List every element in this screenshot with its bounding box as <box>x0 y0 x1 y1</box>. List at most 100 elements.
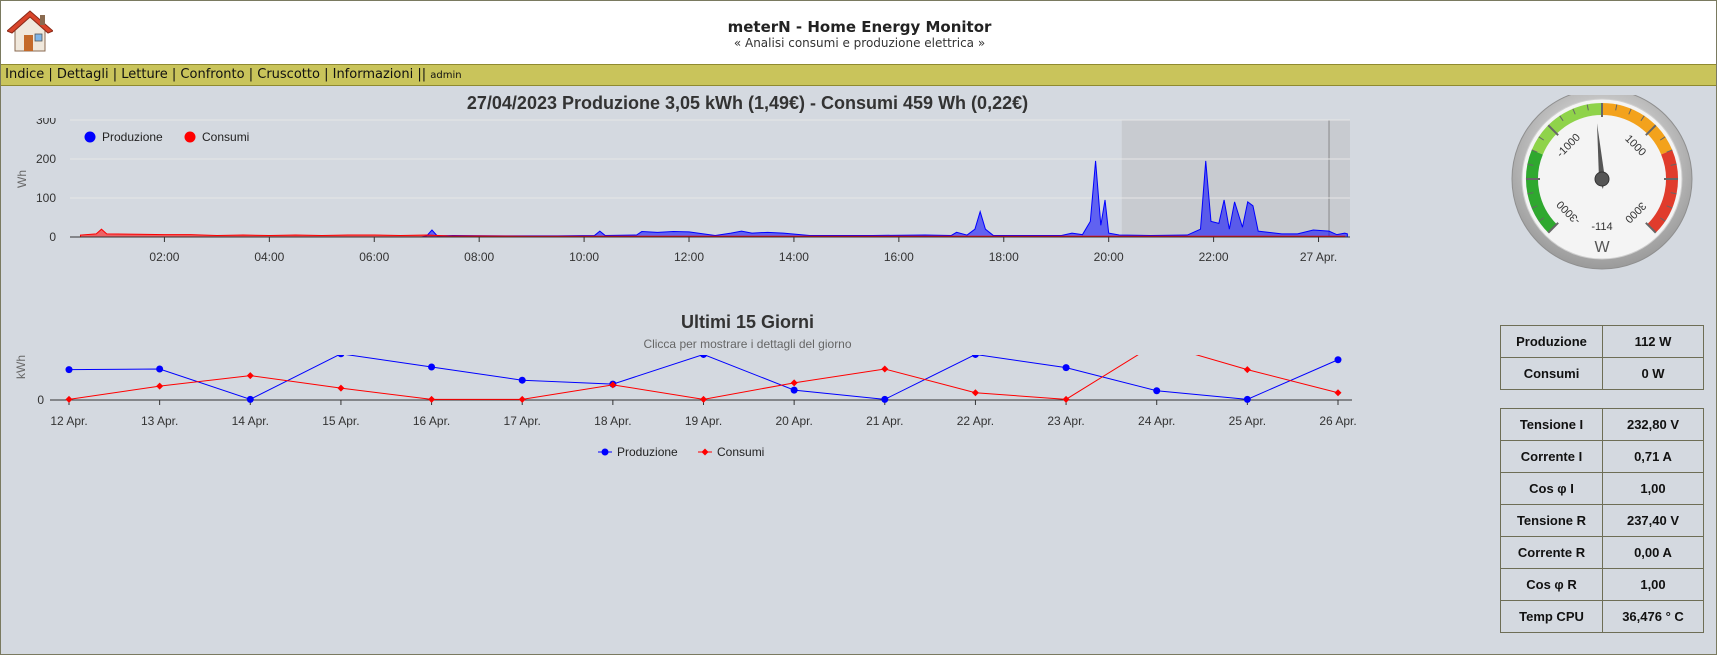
x-tick-label: 14 Apr. <box>232 414 269 428</box>
y-tick-label: 300 <box>36 118 56 127</box>
table-row: Cos φ R 1,00 <box>1500 568 1704 601</box>
data-point-consumi <box>65 395 73 403</box>
x-tick-label: 19 Apr. <box>685 414 722 428</box>
data-point-consumi <box>428 395 436 403</box>
table-row: Tensione I 232,80 V <box>1500 408 1704 441</box>
row-value: 1,00 <box>1602 568 1704 601</box>
data-point-consumi <box>700 395 707 403</box>
x-tick-label: 26 Apr. <box>1319 414 1356 428</box>
y-tick-label: 0 <box>49 230 56 244</box>
menu-confronto[interactable]: Confronto <box>180 67 245 82</box>
data-point-consumi <box>881 365 889 373</box>
table-row: Corrente R 0,00 A <box>1500 536 1704 569</box>
menu-admin[interactable]: admin <box>430 70 462 81</box>
x-tick-label: 21 Apr. <box>866 414 903 428</box>
data-point-produzione <box>1062 364 1070 372</box>
gauge-tick <box>1666 149 1673 153</box>
data-point-consumi <box>790 379 798 387</box>
gauge-band <box>1531 103 1603 155</box>
home-icon[interactable] <box>7 9 53 53</box>
row-label: Tensione I <box>1500 408 1603 441</box>
x-tick-label: 18 Apr. <box>594 414 631 428</box>
gauge-value-label: -114 <box>1591 221 1612 233</box>
table-row: Corrente I 0,71 A <box>1500 440 1704 473</box>
gauge-unit-label: W <box>1594 239 1610 256</box>
y-axis-label: kWh <box>14 355 28 379</box>
row-value: 0,00 A <box>1602 536 1704 569</box>
data-point-produzione <box>337 355 345 358</box>
gauge-tick <box>1666 205 1673 209</box>
row-value: 0 W <box>1602 357 1704 390</box>
data-point-produzione <box>518 376 526 384</box>
data-point-produzione <box>881 395 889 403</box>
x-tick-label: 04:00 <box>254 250 284 264</box>
legend-label-produzione: Produzione <box>617 445 678 459</box>
gauge-band <box>1526 149 1557 233</box>
x-tick-label: 13 Apr. <box>141 414 178 428</box>
gauge-tick <box>1531 149 1538 153</box>
menu-informazioni[interactable]: Informazioni <box>332 67 414 82</box>
row-label: Corrente I <box>1500 440 1603 473</box>
menu-cruscotto[interactable]: Cruscotto <box>257 67 320 82</box>
x-tick-label: 25 Apr. <box>1229 414 1266 428</box>
menu-dettagli[interactable]: Dettagli <box>56 67 109 82</box>
row-value: 36,476 ° C <box>1602 600 1704 633</box>
gauge-tick <box>1547 222 1559 234</box>
data-point-consumi <box>518 395 526 403</box>
live-power-table: Produzione 112 W Consumi 0 W <box>1500 325 1704 390</box>
gauge-tick <box>1586 104 1589 111</box>
gauge-tick <box>1628 108 1632 115</box>
data-point-consumi <box>609 381 617 389</box>
series-line-consumi <box>68 355 1339 400</box>
data-point-produzione <box>65 366 73 374</box>
legend-marker-consumi <box>184 131 196 143</box>
gauge-tick <box>1538 217 1545 222</box>
row-label: Tensione R <box>1500 504 1603 537</box>
legend-label-consumi: Consumi <box>717 445 764 459</box>
data-point-produzione <box>700 355 707 358</box>
gauge-tick <box>1538 136 1545 141</box>
menu-indice[interactable]: Indice <box>5 67 45 82</box>
gauge-tick <box>1640 115 1645 122</box>
header: meterN - Home Energy Monitor « Analisi c… <box>1 1 1716 64</box>
data-point-produzione <box>971 355 979 358</box>
app-title: meterN - Home Energy Monitor <box>727 18 992 36</box>
row-label: Cos φ R <box>1500 568 1603 601</box>
row-label: Temp CPU <box>1500 600 1603 633</box>
day-chart[interactable]: 0 100 200 300 Wh 02:00 04:00 06:00 08:00 10:00 12:… <box>0 118 1495 293</box>
legend-label-produzione: Produzione <box>102 130 163 144</box>
y-tick-label: 100 <box>36 191 56 205</box>
x-tick-label: 02:00 <box>149 250 179 264</box>
menu-letture[interactable]: Letture <box>121 67 168 82</box>
x-tick-label: 17 Apr. <box>504 414 541 428</box>
x-tick-label: 27 Apr. <box>1300 250 1337 264</box>
gauge-tick <box>1670 192 1677 195</box>
app-subtitle: « Analisi consumi e produzione elettrica… <box>733 36 986 50</box>
legend-marker-produzione <box>84 131 96 143</box>
gauge-tick <box>1572 108 1576 115</box>
data-point-consumi <box>337 384 345 392</box>
y-tick-label: 200 <box>36 152 56 166</box>
legend-marker-consumi <box>701 448 709 456</box>
x-tick-label: 08:00 <box>464 250 494 264</box>
x-tick-label: 22:00 <box>1199 250 1229 264</box>
data-point-produzione <box>428 363 436 371</box>
legend-label-consumi: Consumi <box>202 130 249 144</box>
series-area-produzione <box>80 160 1348 238</box>
row-label: Produzione <box>1500 325 1603 358</box>
data-point-produzione <box>246 395 254 403</box>
data-point-consumi <box>156 382 164 390</box>
y-tick-label: 0 <box>37 393 44 407</box>
data-point-consumi <box>246 372 254 380</box>
x-tick-label: 20 Apr. <box>775 414 812 428</box>
x-tick-label: 12:00 <box>674 250 704 264</box>
data-point-consumi <box>1062 395 1070 403</box>
day-chart-title: 27/04/2023 Produzione 3,05 kWh (1,49€) -… <box>466 93 1029 113</box>
series-area-consumi <box>79 228 1346 238</box>
history-chart[interactable]: 05kWh12 Apr.13 Apr.14 Apr.15 Apr.16 Apr.… <box>0 355 1495 510</box>
row-value: 112 W <box>1602 325 1704 358</box>
table-row: Consumi 0 W <box>1500 357 1704 390</box>
data-point-produzione <box>790 386 798 394</box>
gauge-tick <box>1527 163 1534 166</box>
